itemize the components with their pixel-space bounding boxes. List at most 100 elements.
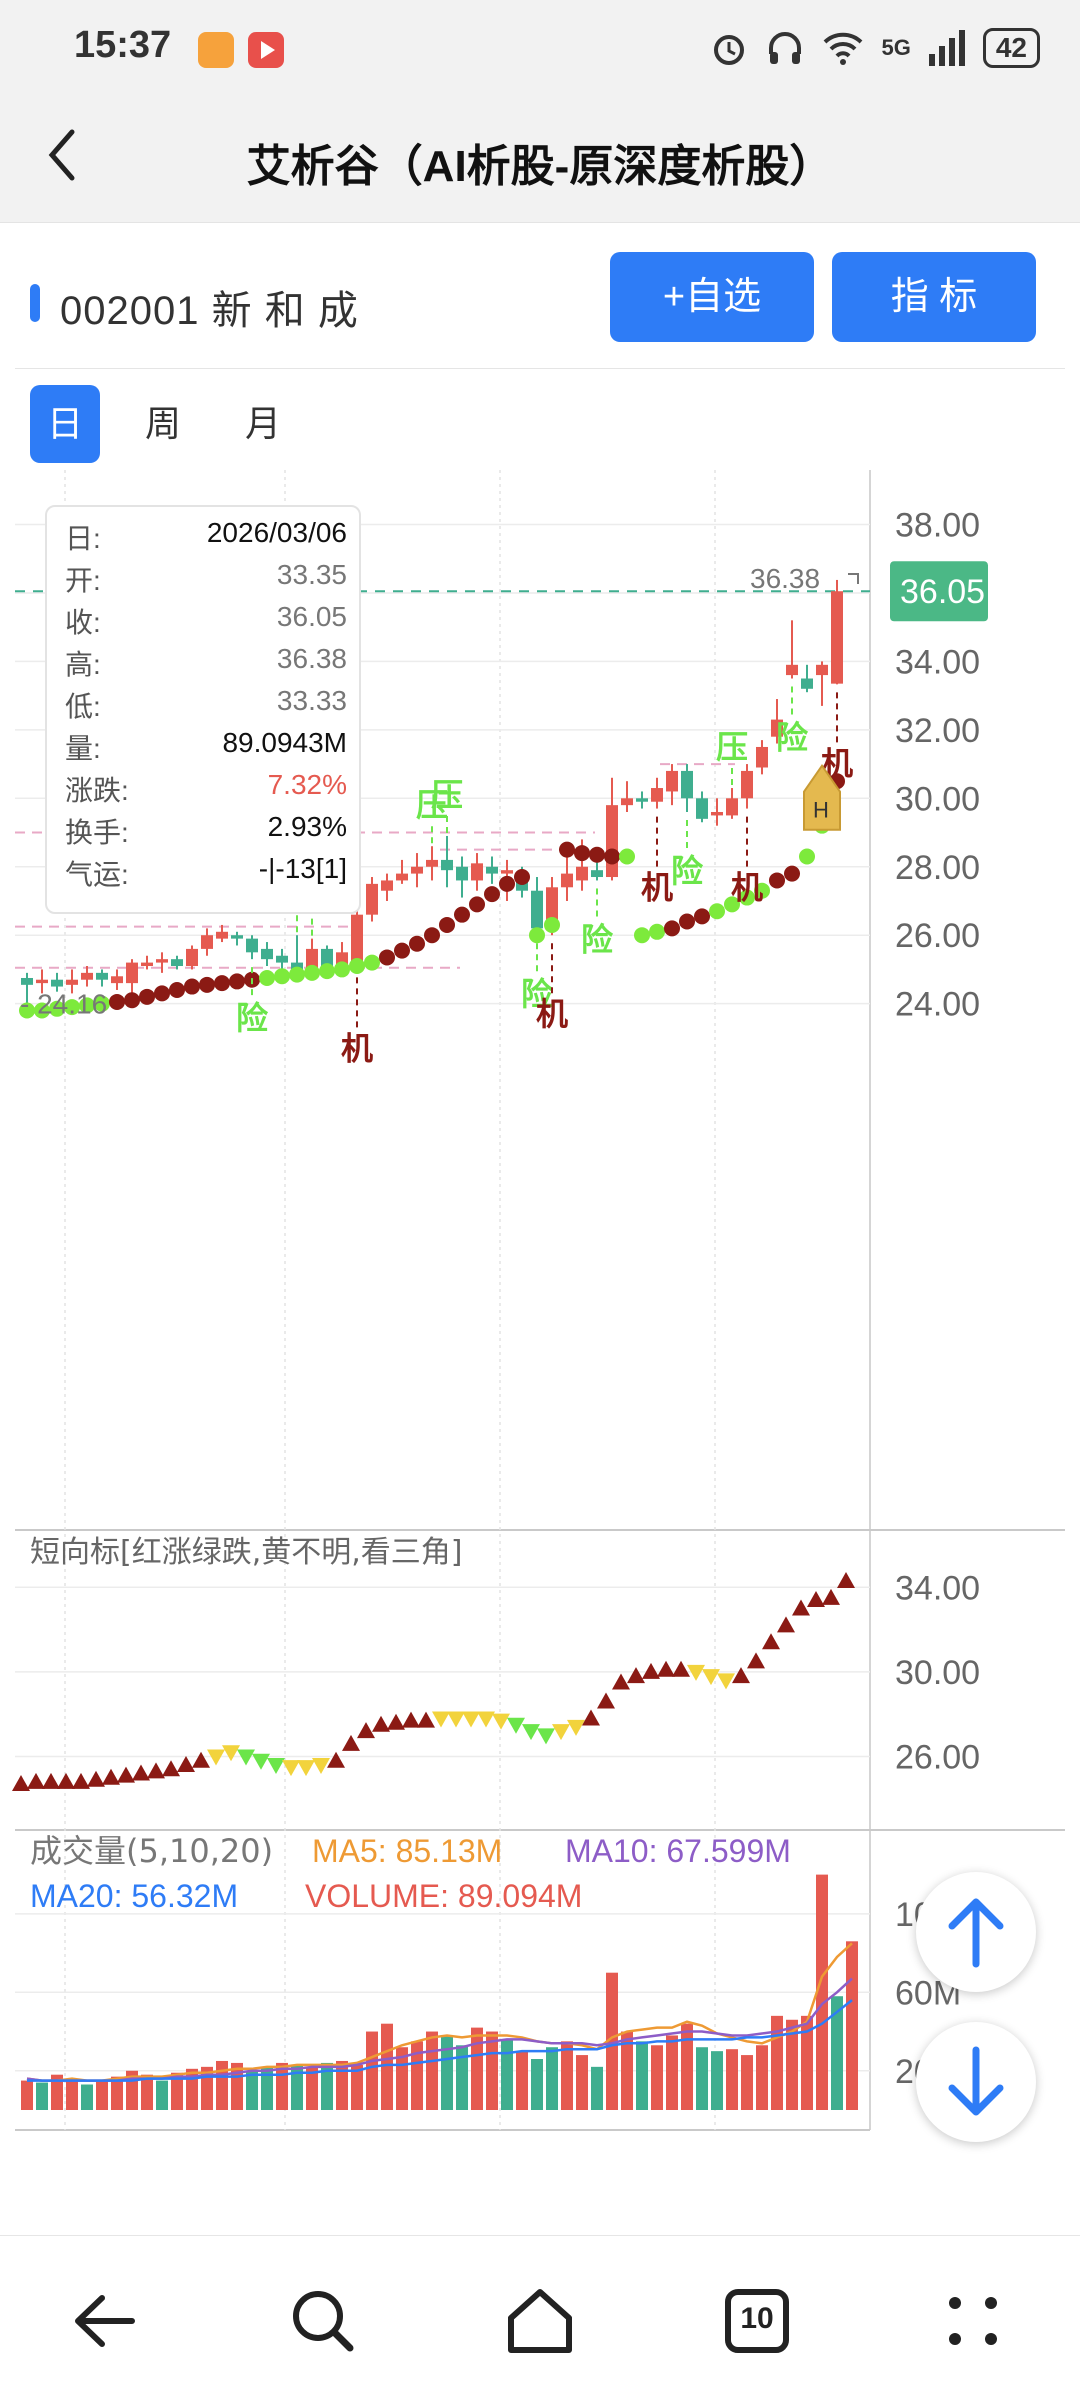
bottom-nav-bar: 10	[0, 2235, 1080, 2401]
scroll-up-button[interactable]	[916, 1872, 1036, 1992]
info-key: 收:	[65, 607, 101, 638]
add-watchlist-button[interactable]: +自选	[610, 252, 814, 342]
scroll-down-button[interactable]	[916, 2022, 1036, 2142]
signal-label: 压	[716, 728, 748, 766]
nav-tabs-button[interactable]: 10	[712, 2276, 802, 2366]
volume-bar	[216, 2060, 228, 2110]
candle-body	[591, 870, 603, 878]
tab-month[interactable]: 月	[244, 403, 281, 444]
current-price-tag	[890, 561, 988, 622]
volume-bar	[591, 2066, 603, 2110]
trend-triangle-up	[42, 1772, 60, 1789]
trend-triangle-neutral	[717, 1673, 735, 1690]
signal-label: 险	[236, 999, 269, 1037]
volume-bar	[846, 1941, 858, 2110]
volume-bar	[441, 2035, 453, 2110]
trend-triangle-up	[102, 1768, 120, 1785]
tab-day[interactable]: 日	[30, 385, 100, 463]
candle-body	[51, 979, 63, 987]
volume-bar	[321, 2062, 333, 2110]
app-notification-icon	[198, 32, 234, 68]
trend-triangle-neutral	[222, 1745, 240, 1762]
candle-body	[21, 977, 33, 985]
stock-chart[interactable]: 38.0036.0034.0032.0030.0028.0026.0024.00…	[0, 470, 1080, 2140]
trend-triangle-up	[837, 1571, 855, 1588]
trend-dot	[109, 993, 125, 1010]
trend-dot	[199, 976, 215, 993]
candle-body	[66, 979, 78, 985]
info-row-turnover: 换手: 2.93%	[65, 811, 347, 849]
candle-body	[471, 863, 483, 881]
nav-back-icon[interactable]	[62, 2276, 152, 2366]
trend-dot	[259, 969, 275, 986]
trend-dot	[469, 896, 485, 913]
trend-dot	[409, 935, 425, 952]
candle-body	[246, 938, 258, 953]
headphones-icon	[769, 32, 802, 64]
trend-dot	[544, 916, 560, 933]
trend-dot	[364, 954, 380, 971]
tab-week[interactable]: 周	[144, 403, 181, 444]
nav-home-icon[interactable]	[495, 2276, 585, 2366]
volume-bar	[291, 2064, 303, 2110]
signal-label: 机	[641, 869, 673, 907]
trend-triangle-up	[132, 1764, 150, 1781]
volume-bar	[351, 2064, 363, 2110]
trend-dot	[274, 968, 290, 985]
volume-bar	[471, 2027, 483, 2110]
volume-bar	[36, 2082, 48, 2110]
volume-bar	[516, 2051, 528, 2110]
trend-dot	[64, 999, 80, 1016]
trend-dot	[319, 963, 335, 980]
nav-menu-icon[interactable]	[928, 2276, 1018, 2366]
trend-dot	[454, 906, 470, 923]
trend-dot	[559, 841, 575, 858]
signal-label: 机	[341, 1029, 373, 1067]
nav-search-icon[interactable]	[278, 2276, 368, 2366]
current-price-label: 36.05	[900, 573, 985, 611]
trend-dot	[679, 913, 695, 930]
candle-body	[426, 859, 438, 867]
trend-triangle-neutral	[477, 1711, 495, 1728]
trend-dot	[739, 889, 755, 906]
trend-dot	[769, 872, 785, 889]
candle-body	[201, 935, 213, 949]
tabs-count: 10	[740, 2302, 774, 2335]
price-tick-label: 28.00	[895, 849, 980, 887]
tabs-icon	[725, 2289, 789, 2353]
candle-body	[156, 959, 168, 963]
trend-triangle-up	[372, 1715, 390, 1732]
trend-triangle-neutral	[462, 1711, 480, 1728]
h-marker-icon	[803, 763, 841, 831]
trend-triangle-up	[657, 1660, 675, 1677]
volume-bar	[831, 1996, 843, 2110]
signal-label: 险	[776, 719, 809, 757]
trend-triangle-up	[612, 1673, 630, 1690]
trend-dot	[19, 1002, 35, 1019]
candle-body	[501, 870, 513, 874]
ma5-label: MA5: 85.13M	[312, 1833, 502, 1869]
signal-label: 机	[731, 869, 763, 907]
trend-triangle-up	[357, 1722, 375, 1739]
candle-body	[216, 931, 228, 939]
trend-triangle-neutral	[432, 1711, 450, 1728]
trend-dot	[694, 908, 710, 925]
candle-body	[396, 873, 408, 881]
trend-triangle-up	[162, 1760, 180, 1777]
volume-title: 成交量(5,10,20)	[30, 1832, 273, 1870]
back-arrow-icon[interactable]	[30, 120, 100, 190]
network-type: 5G	[881, 35, 911, 60]
trend-dot	[754, 882, 770, 899]
candle-body	[111, 976, 123, 984]
status-bar: 15:37 5G 42	[0, 0, 1080, 90]
trend-dot	[289, 966, 305, 983]
trend-dot	[799, 848, 815, 865]
volume-bar	[621, 2031, 633, 2110]
candle-body	[576, 866, 588, 881]
indicator-button[interactable]: 指 标	[832, 252, 1036, 342]
candle-body	[141, 962, 153, 967]
volume-bar	[111, 2076, 123, 2110]
candle-body	[456, 866, 468, 881]
trend-triangle-up	[417, 1711, 435, 1728]
trend-triangle-neutral	[492, 1713, 510, 1730]
